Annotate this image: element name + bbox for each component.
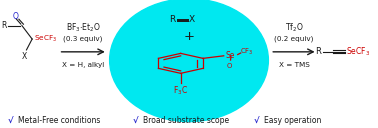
Text: SeCF$_3$: SeCF$_3$	[34, 33, 57, 44]
Text: R: R	[1, 21, 6, 30]
Text: CF$_3$: CF$_3$	[240, 47, 254, 57]
Text: Easy operation: Easy operation	[264, 116, 321, 125]
Text: √: √	[253, 116, 259, 125]
Text: Broad substrate scope: Broad substrate scope	[143, 116, 229, 125]
Text: √: √	[8, 116, 13, 125]
Text: X: X	[22, 52, 27, 61]
Text: O: O	[12, 12, 18, 21]
Text: Tf$_2$O: Tf$_2$O	[285, 22, 304, 34]
Text: +: +	[183, 30, 195, 43]
Text: F$_3$C: F$_3$C	[173, 84, 188, 97]
Text: X: X	[189, 15, 195, 24]
Text: (0.3 equiv): (0.3 equiv)	[64, 36, 103, 42]
Text: SeCF$_3$: SeCF$_3$	[346, 46, 370, 58]
Ellipse shape	[110, 0, 268, 122]
Text: (0.2 equiv): (0.2 equiv)	[274, 36, 314, 42]
Text: BF$_3$$\cdot$Et$_2$O: BF$_3$$\cdot$Et$_2$O	[66, 22, 101, 34]
Text: Se: Se	[226, 51, 235, 60]
Text: Metal-Free conditions: Metal-Free conditions	[18, 116, 101, 125]
Text: R: R	[169, 15, 175, 24]
Text: √: √	[132, 116, 138, 125]
Text: O: O	[227, 63, 232, 69]
Text: X = TMS: X = TMS	[279, 62, 310, 68]
Text: X = H, alkyl: X = H, alkyl	[62, 62, 104, 68]
Text: R: R	[315, 47, 321, 56]
